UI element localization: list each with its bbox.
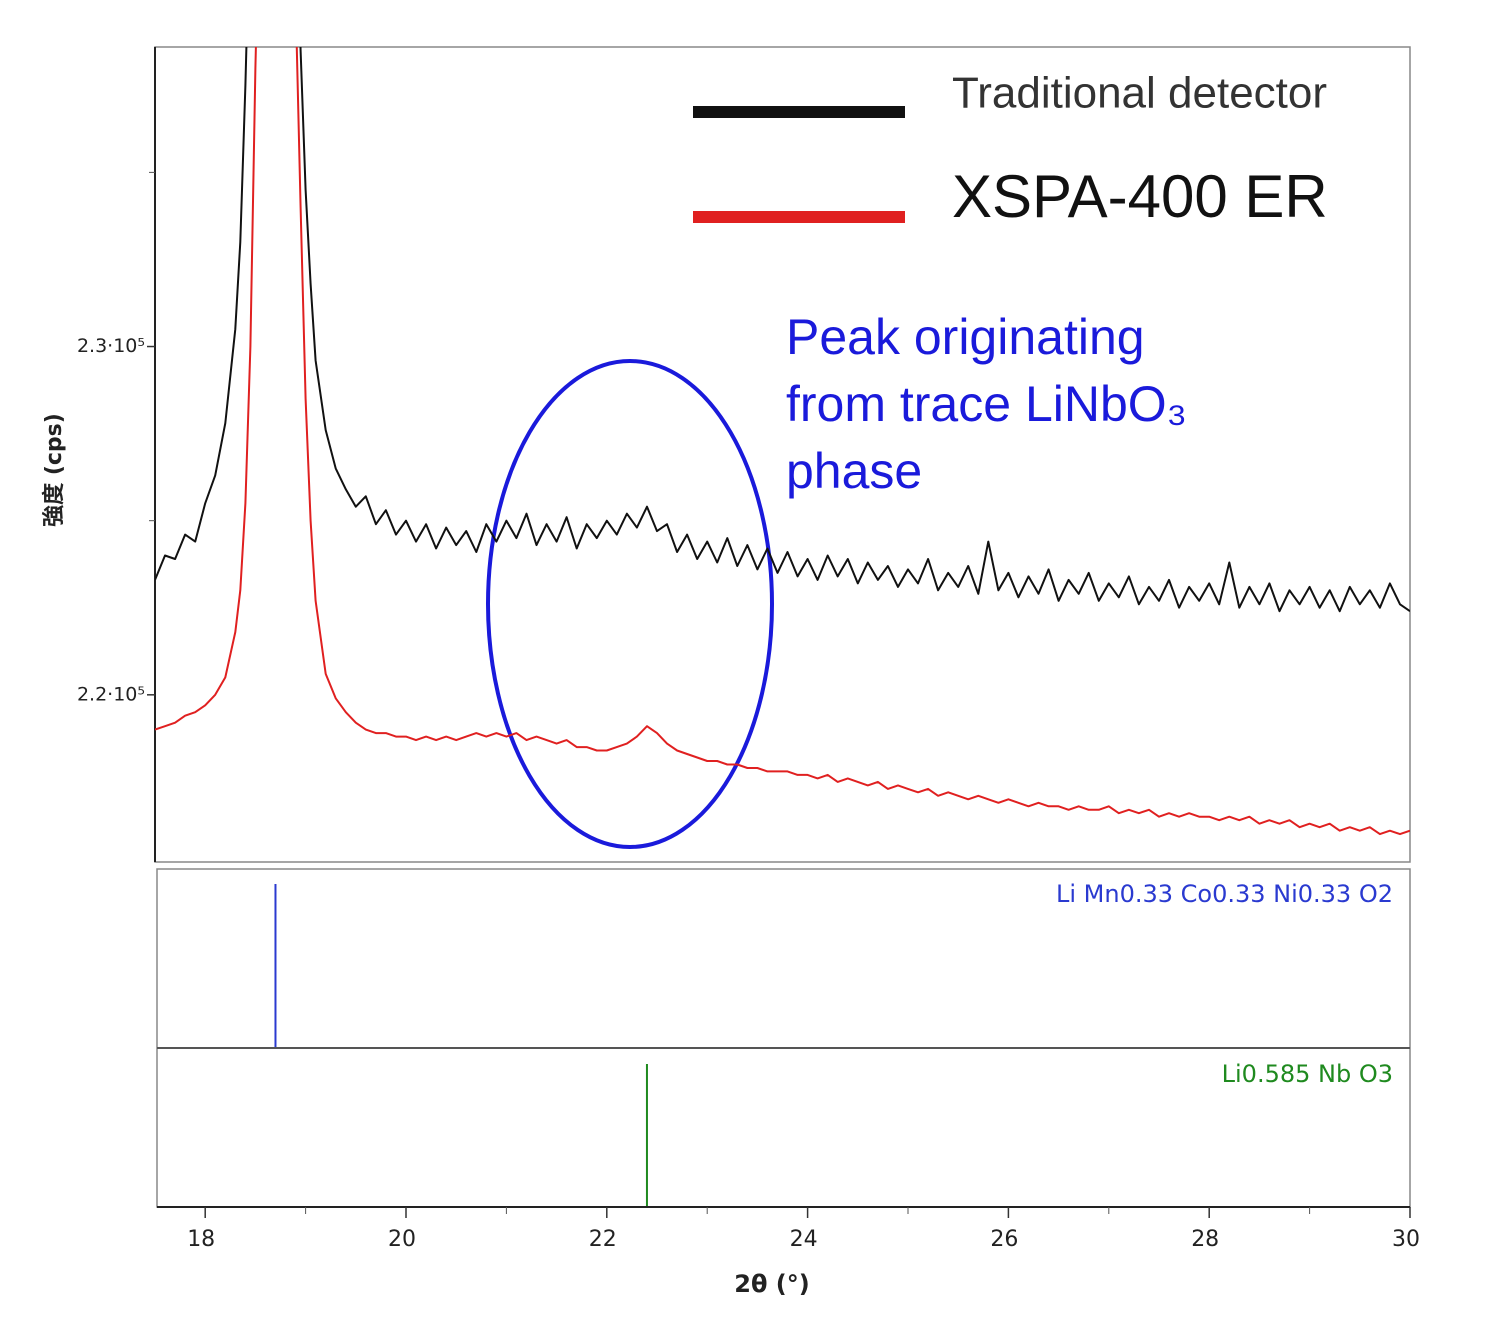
legend-label: Traditional detector xyxy=(952,69,1327,118)
y-tick-label: 2.2·10⁵ xyxy=(77,683,145,705)
series-line xyxy=(155,47,1410,613)
y-axis-title: 強度 (cps) xyxy=(41,413,67,527)
reference-label: Li Mn0.33 Co0.33 Ni0.33 O2 xyxy=(1056,880,1393,908)
reference-frame xyxy=(156,868,1411,1208)
annotation-text: Peak originating xyxy=(786,309,1145,365)
series-line xyxy=(155,47,1410,836)
x-tick-label: 20 xyxy=(388,1227,416,1252)
annotation-text: phase xyxy=(786,443,922,499)
y-tick-label: 2.3·10⁵ xyxy=(77,335,145,357)
x-tick-label: 26 xyxy=(990,1227,1018,1252)
annotation-text: from trace LiNbO₃ xyxy=(786,376,1187,432)
x-tick-label: 18 xyxy=(187,1227,215,1252)
reference-label: Li0.585 Nb O3 xyxy=(1222,1060,1393,1088)
x-axis-title: 2θ (°) xyxy=(734,1270,809,1298)
annotation-ellipse xyxy=(486,359,774,849)
x-tick-label: 30 xyxy=(1392,1227,1420,1252)
x-tick-label: 28 xyxy=(1191,1227,1219,1252)
legend-label: XSPA-400 ER xyxy=(952,163,1328,230)
x-tick-label: 24 xyxy=(790,1227,818,1252)
plot-area xyxy=(155,47,1410,836)
x-tick-label: 22 xyxy=(589,1227,617,1252)
